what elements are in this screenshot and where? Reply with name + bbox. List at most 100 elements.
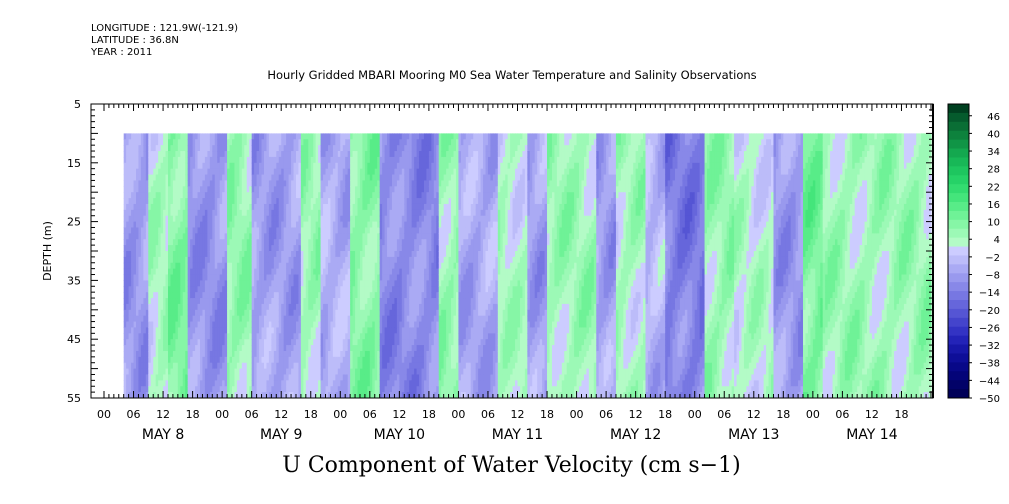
- field-cell: [207, 180, 211, 187]
- field-cell: [145, 133, 149, 140]
- field-cell: [195, 280, 199, 287]
- field-cell: [231, 362, 236, 370]
- field-cell: [155, 374, 159, 381]
- field-cell: [165, 362, 169, 370]
- field-cell: [239, 309, 243, 317]
- field-cell: [155, 256, 159, 264]
- field-cell: [167, 392, 172, 398]
- field-cell: [136, 139, 140, 146]
- field-cell: [204, 345, 208, 352]
- field-cell: [128, 350, 132, 358]
- field-cell: [133, 327, 137, 334]
- field-cell: [123, 233, 127, 240]
- field-cell: [175, 374, 179, 381]
- field-cell: [182, 251, 186, 258]
- field-cell: [163, 139, 167, 146]
- field-cell: [212, 174, 216, 182]
- field-cell: [236, 180, 240, 187]
- field-cell: [167, 268, 172, 276]
- field-cell: [219, 386, 223, 393]
- field-cell: [209, 215, 213, 223]
- field-cell: [177, 339, 181, 346]
- field-cell: [222, 186, 226, 193]
- field-cell: [167, 133, 172, 140]
- field-cell: [140, 339, 144, 346]
- field-cell: [163, 245, 167, 252]
- field-cell: [123, 215, 127, 223]
- field-cell: [128, 286, 132, 293]
- field-cell: [209, 345, 213, 352]
- field-cell: [202, 215, 206, 223]
- field-cell: [199, 333, 204, 340]
- field-cell: [126, 374, 130, 381]
- field-cell: [190, 245, 194, 252]
- field-cell: [140, 262, 144, 270]
- field-cell: [212, 356, 216, 364]
- field-cell: [148, 227, 152, 234]
- field-cell: [204, 386, 208, 393]
- field-cell: [158, 298, 162, 305]
- field-cell: [180, 345, 184, 352]
- field-cell: [123, 368, 127, 376]
- field-cell: [175, 286, 179, 293]
- field-cell: [229, 180, 233, 187]
- field-cell: [165, 203, 169, 211]
- field-cell: [155, 168, 159, 176]
- field-cell: [170, 174, 174, 182]
- field-cell: [175, 309, 179, 317]
- field-cell: [207, 321, 211, 329]
- field-cell: [138, 256, 142, 264]
- field-cell: [177, 239, 181, 246]
- field-cell: [209, 174, 213, 182]
- field-cell: [236, 133, 240, 140]
- field-cell: [227, 362, 231, 370]
- field-cell: [239, 145, 243, 152]
- field-cell: [177, 145, 181, 152]
- field-cell: [170, 162, 174, 170]
- field-cell: [219, 245, 223, 252]
- field-cell: [133, 321, 137, 329]
- field-cell: [236, 339, 240, 346]
- field-cell: [138, 368, 142, 376]
- field-cell: [222, 256, 226, 264]
- field-cell: [170, 286, 174, 293]
- field-cell: [143, 274, 147, 281]
- field-cell: [138, 280, 142, 287]
- field-cell: [145, 339, 149, 346]
- field-cell: [175, 274, 179, 281]
- field-cell: [234, 274, 238, 281]
- field-cell: [222, 356, 226, 364]
- field-cell: [123, 380, 127, 387]
- field-cell: [231, 374, 236, 381]
- field-cell: [163, 239, 167, 246]
- field-cell: [204, 286, 208, 293]
- field-cell: [136, 198, 140, 205]
- field-cell: [214, 321, 218, 329]
- field-cell: [158, 215, 162, 223]
- field-cell: [182, 286, 186, 293]
- field-cell: [229, 262, 233, 270]
- field-cell: [187, 380, 191, 387]
- field-cell: [167, 327, 172, 334]
- field-cell: [138, 133, 142, 140]
- field-cell: [239, 315, 243, 323]
- field-cell: [126, 380, 130, 387]
- field-cell: [227, 145, 231, 152]
- field-cell: [199, 174, 204, 182]
- field-cell: [140, 133, 144, 140]
- field-cell: [202, 345, 206, 352]
- field-cell: [148, 139, 152, 146]
- field-cell: [177, 162, 181, 170]
- field-cell: [185, 298, 189, 305]
- field-cell: [163, 198, 167, 205]
- field-cell: [150, 345, 154, 352]
- field-cell: [182, 156, 186, 164]
- field-cell: [153, 345, 157, 352]
- field-cell: [172, 374, 176, 381]
- field-cell: [217, 350, 221, 358]
- field-cell: [209, 339, 213, 346]
- field-cell: [187, 168, 191, 176]
- field-cell: [217, 280, 221, 287]
- field-cell: [155, 392, 159, 398]
- field-cell: [180, 309, 184, 317]
